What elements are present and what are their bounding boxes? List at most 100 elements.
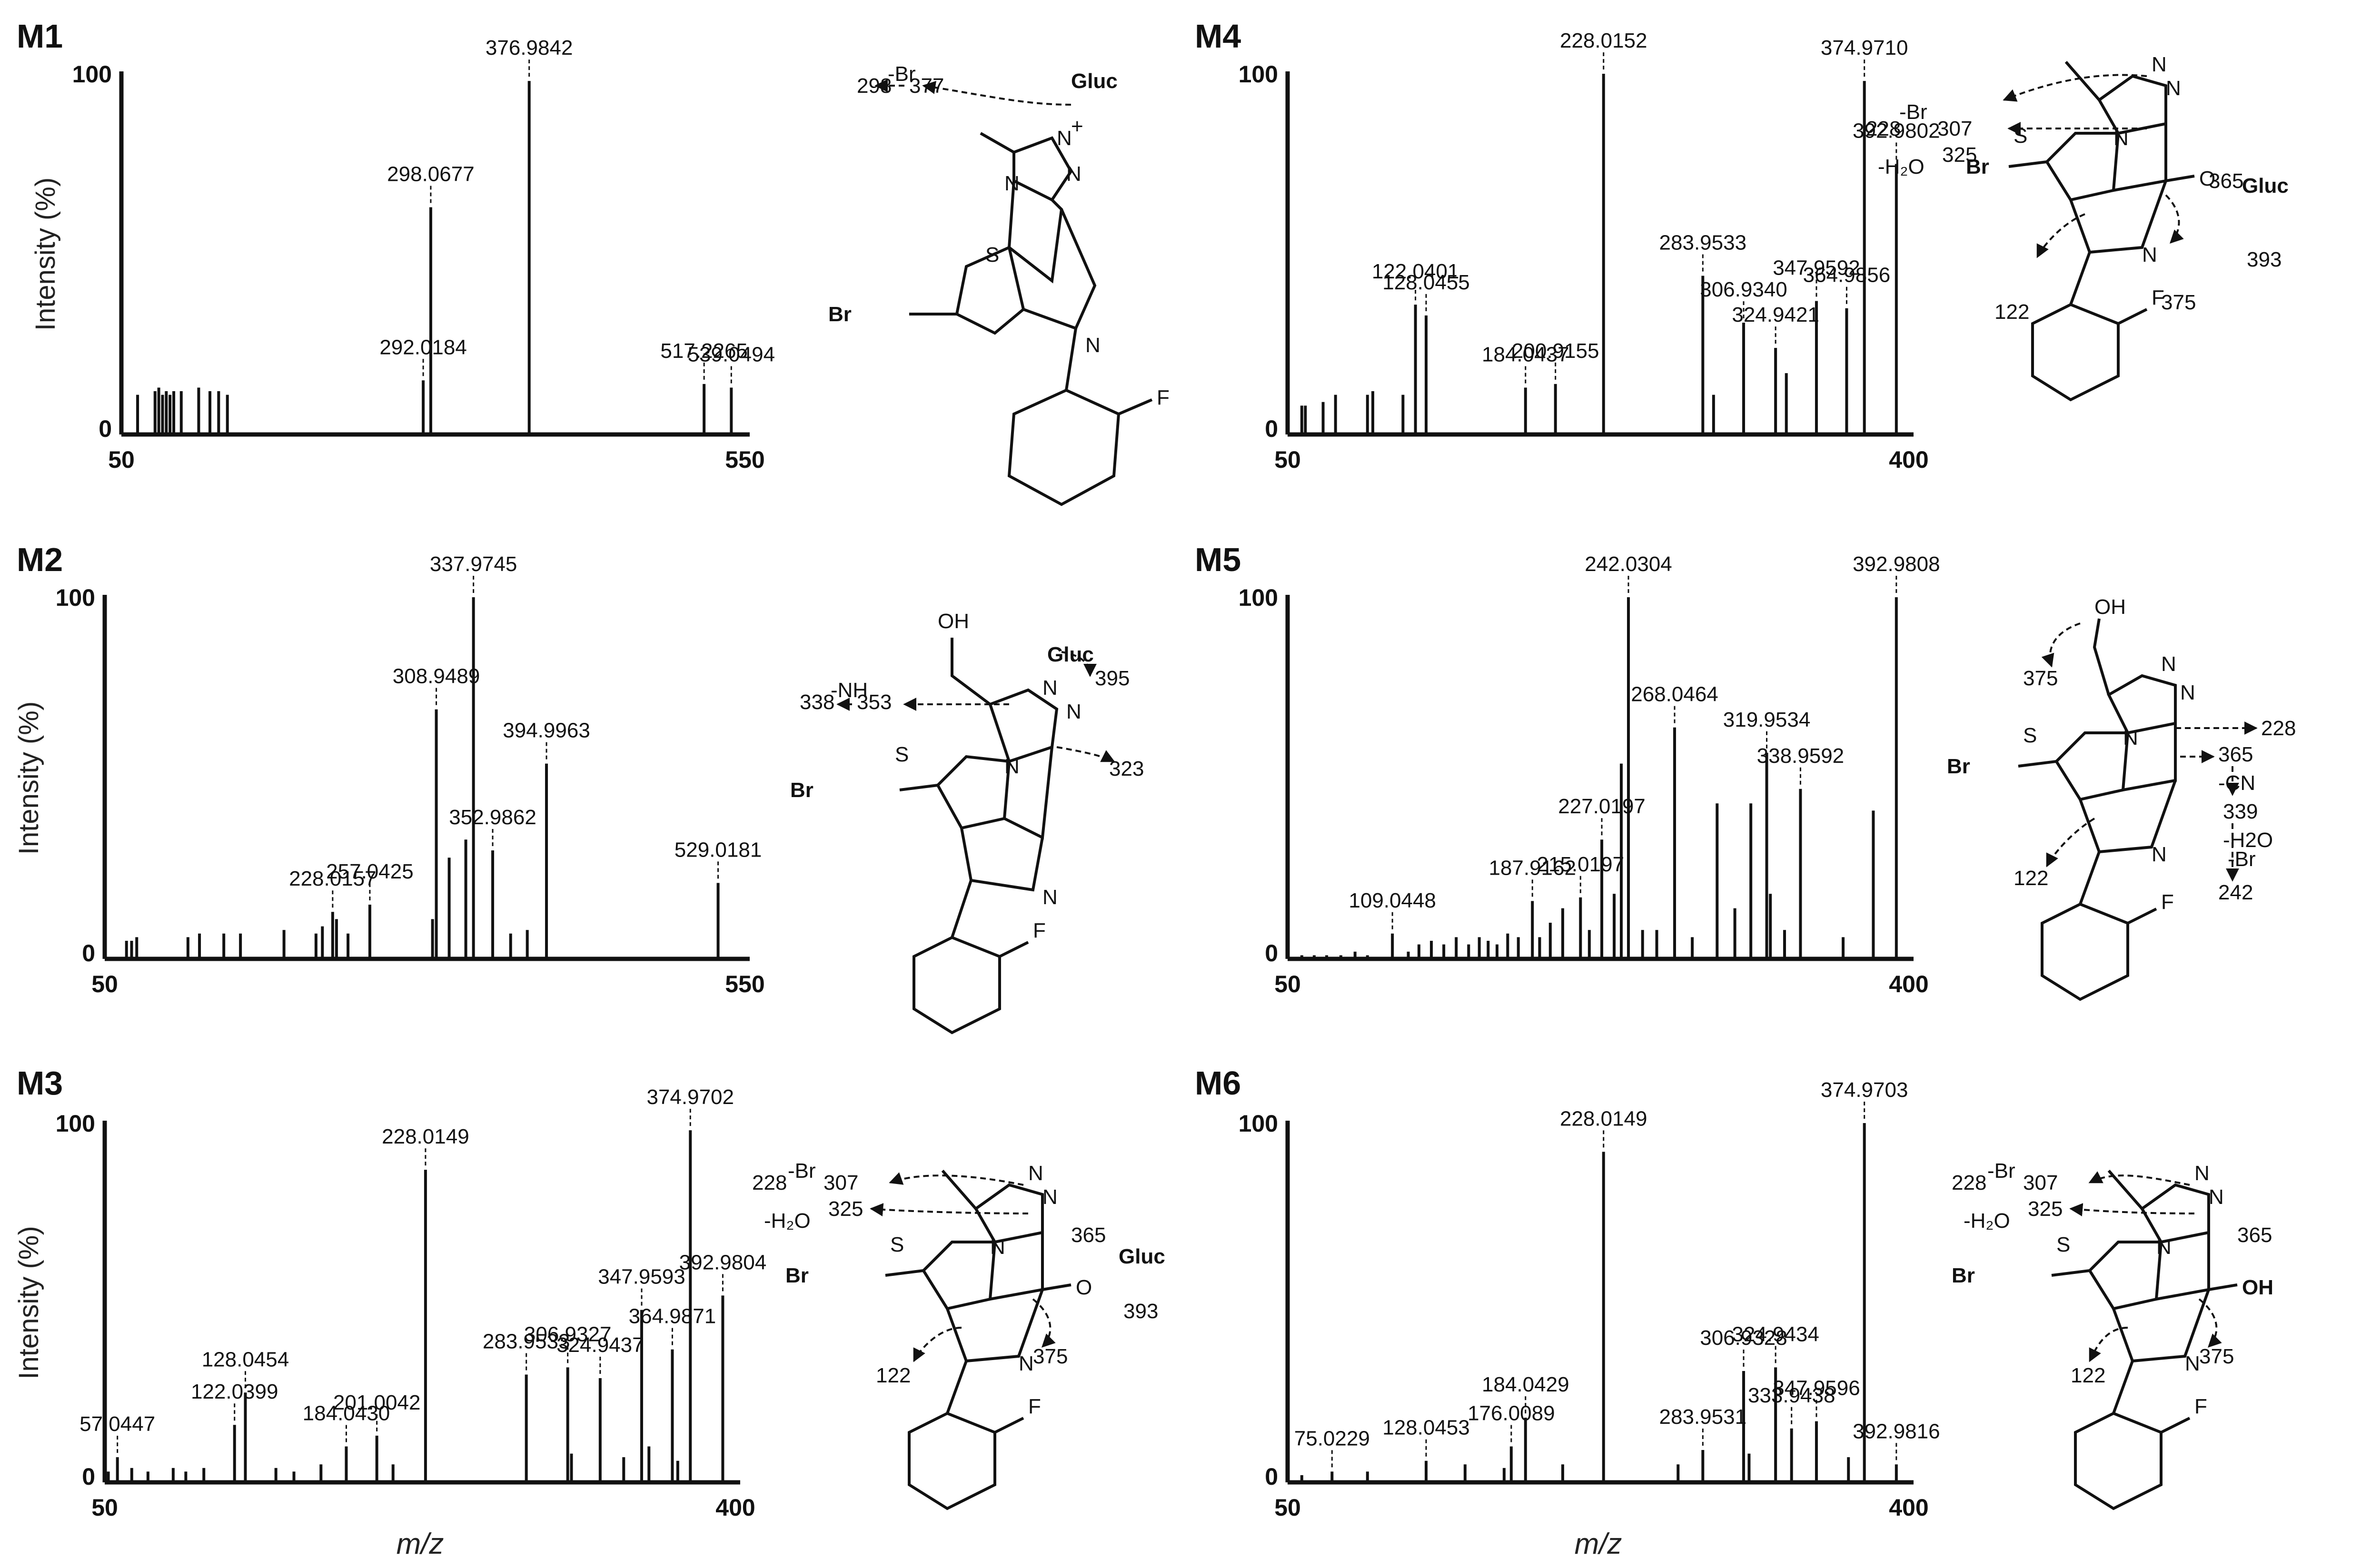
peak-label: 306.9328 bbox=[1700, 1326, 1787, 1350]
frag-label: Gluc bbox=[2242, 174, 2289, 197]
y-tick-label: 0 bbox=[1265, 940, 1278, 966]
peak-label: 298.0677 bbox=[387, 162, 475, 186]
atom-label: Br bbox=[1966, 155, 1989, 178]
atom-label: F bbox=[2194, 1395, 2207, 1418]
peak-label: 242.0304 bbox=[1585, 552, 1672, 576]
peak-label: 128.0455 bbox=[1382, 271, 1470, 294]
structure-m4: Br N N N N S O F 228 -Br 307 -H₂O 325 36… bbox=[1866, 53, 2289, 402]
peak-label: 374.9702 bbox=[646, 1085, 734, 1109]
frag-label: Gluc bbox=[1071, 69, 1118, 93]
peak-label: 324.9421 bbox=[1732, 303, 1819, 326]
panel-label: M5 bbox=[1195, 541, 1241, 578]
x-tick-label: 550 bbox=[725, 971, 764, 997]
panel-label: M3 bbox=[17, 1065, 63, 1102]
x-tick-label: 50 bbox=[108, 446, 135, 473]
structure-m6: Br N N N N S OH F 228 -Br 307 -H₂O 325 3… bbox=[1952, 1159, 2273, 1510]
atom-label: N bbox=[1042, 886, 1058, 909]
peak-label: 283.9531 bbox=[1659, 1405, 1747, 1429]
panel-m2: M2 100 0 50 550 Intensity (%) 228.0157257.042… bbox=[13, 541, 765, 997]
frag-label: 365 bbox=[2218, 743, 2253, 766]
peak-label: 283.9533 bbox=[1659, 231, 1747, 254]
peak-label: 338.9592 bbox=[1757, 744, 1845, 768]
frag-label: Gluc bbox=[1119, 1245, 1165, 1268]
frag-label: 122 bbox=[2014, 867, 2048, 890]
atom-label: N bbox=[2185, 1352, 2200, 1375]
peak-label: 308.9489 bbox=[393, 665, 480, 688]
atom-label: N bbox=[1004, 755, 1020, 778]
frag-label: -Br bbox=[2228, 848, 2256, 871]
peak-label: 324.9434 bbox=[1732, 1322, 1819, 1346]
peak-label: 364.9856 bbox=[1803, 264, 1891, 287]
frag-label: 228 bbox=[752, 1171, 787, 1194]
peak-label: 337.9745 bbox=[430, 552, 517, 576]
peak-label: 109.0448 bbox=[1349, 889, 1436, 912]
frag-label: 325 bbox=[1942, 143, 1977, 167]
atom-label: F bbox=[2161, 890, 2174, 914]
y-tick-label: 100 bbox=[72, 61, 112, 88]
peak-label: 122.0401 bbox=[1372, 260, 1459, 283]
panel-label: M2 bbox=[17, 541, 63, 578]
peak-label: 392.9816 bbox=[1853, 1420, 1940, 1443]
atom-label: OH bbox=[2094, 595, 2126, 619]
atom-label: F bbox=[2152, 286, 2164, 309]
frag-label: -Br bbox=[888, 62, 916, 86]
frag-label: -H2O bbox=[2223, 828, 2273, 852]
atom-label: N bbox=[1004, 172, 1020, 195]
frag-label: 393 bbox=[2247, 248, 2282, 271]
atom-label: N bbox=[1028, 1162, 1043, 1185]
atom-label: S bbox=[890, 1233, 904, 1256]
panel-label: M1 bbox=[17, 18, 63, 55]
atom-label: N bbox=[1066, 162, 1081, 186]
peak-label: 333.9438 bbox=[1748, 1384, 1835, 1407]
peak-label: 392.9808 bbox=[1853, 552, 1940, 576]
y-tick-label: 0 bbox=[1265, 1463, 1278, 1490]
atom-label: Br bbox=[785, 1264, 809, 1287]
atom-label: F bbox=[1028, 1395, 1041, 1418]
x-tick-label: 400 bbox=[1889, 971, 1928, 997]
frag-label: 365 bbox=[1071, 1223, 1106, 1247]
frag-label: 375 bbox=[1033, 1345, 1068, 1368]
panel-label: M4 bbox=[1195, 18, 1241, 55]
frag-label: 307 bbox=[823, 1171, 858, 1194]
peak-label: 392.9804 bbox=[679, 1251, 767, 1274]
peak-label: 347.9593 bbox=[598, 1265, 685, 1289]
frag-label: 325 bbox=[828, 1197, 863, 1221]
y-tick-label: 0 bbox=[82, 940, 95, 966]
x-tick-label: 50 bbox=[91, 1494, 118, 1521]
atom-label: S bbox=[2056, 1233, 2070, 1256]
peak-label: 324.9437 bbox=[556, 1333, 644, 1357]
frag-label: -Br bbox=[1987, 1159, 2015, 1183]
frag-label: 375 bbox=[2161, 291, 2196, 314]
frag-label: -H₂O bbox=[1964, 1209, 2010, 1233]
atom-label: OH bbox=[2242, 1276, 2273, 1299]
atom-label: N bbox=[1042, 676, 1058, 700]
structure-m1: 298 -Br 377 Gluc Br N N N N + S F bbox=[828, 62, 1170, 506]
peak-label: 352.9862 bbox=[449, 806, 536, 829]
atom-label: N bbox=[2152, 843, 2167, 866]
atom-label: N bbox=[2166, 77, 2181, 100]
x-tick-label: 50 bbox=[1274, 971, 1301, 997]
panel-m1: M1 100 0 50 550 Intensity (%) 292.0184 298.067… bbox=[17, 18, 775, 473]
peak-label: 306.9340 bbox=[1700, 278, 1787, 301]
peak-label: 283.9533 bbox=[483, 1330, 570, 1353]
atom-label: N bbox=[1019, 1352, 1034, 1375]
y-axis-label: Intensity (%) bbox=[13, 1226, 44, 1379]
frag-label: 353 bbox=[857, 690, 892, 714]
peak-label: 268.0464 bbox=[1631, 683, 1718, 706]
frag-label: Gluc bbox=[1047, 643, 1094, 666]
frag-label: -Br bbox=[1899, 100, 1927, 124]
frag-label: 338 bbox=[800, 690, 834, 714]
atom-label: N bbox=[2161, 652, 2176, 676]
atom-label: N bbox=[1085, 334, 1101, 357]
atom-label: N bbox=[2123, 726, 2138, 749]
peak-label: 128.0454 bbox=[202, 1348, 289, 1371]
atom-label: O bbox=[2199, 167, 2215, 190]
atom-label: + bbox=[1071, 115, 1083, 138]
atom-label: N bbox=[1066, 700, 1081, 723]
peak-label: 227.0197 bbox=[1558, 795, 1646, 818]
frag-label: 323 bbox=[1109, 757, 1144, 780]
x-tick-label: 400 bbox=[715, 1494, 755, 1521]
y-axis-label: Intensity (%) bbox=[30, 178, 61, 331]
panel-label: M6 bbox=[1195, 1065, 1241, 1102]
